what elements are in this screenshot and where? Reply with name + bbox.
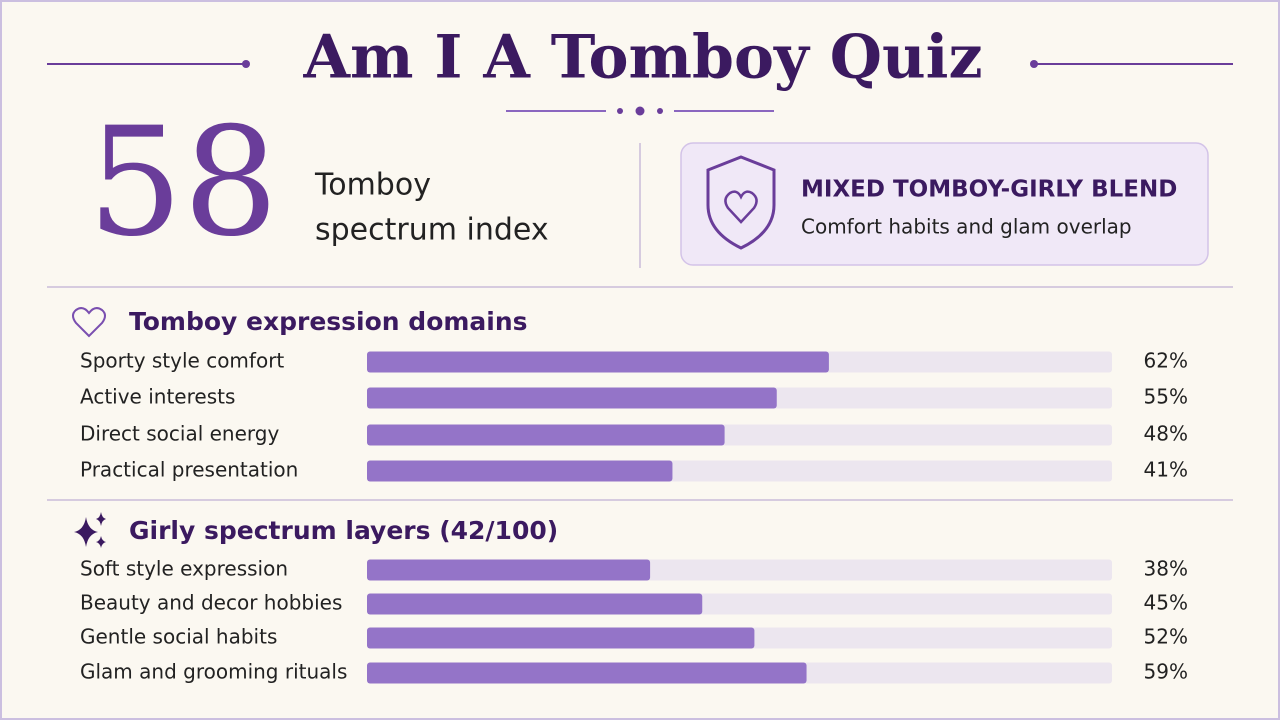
title: Am I A Tomboy Quiz <box>302 23 982 93</box>
score-caption: Tomboy <box>314 168 431 203</box>
bar <box>367 559 651 581</box>
badge-title: MIXED TOMBOY-GIRLY BLEND <box>801 177 1177 203</box>
sparkle-icon <box>74 512 106 548</box>
badge <box>680 142 1209 266</box>
row-label: Direct social energy <box>80 422 279 446</box>
value-label: 55% <box>1144 385 1188 409</box>
badge-subtitle: Comfort habits and glam overlap <box>801 215 1132 239</box>
row-label: Beauty and decor hobbies <box>80 591 342 615</box>
value-label: 59% <box>1144 660 1188 684</box>
value-label: 41% <box>1144 458 1188 482</box>
decor-dot <box>657 108 663 114</box>
section-heading: Girly spectrum layers (42/100) <box>129 516 558 545</box>
bar <box>367 424 725 446</box>
value-label: 38% <box>1144 557 1188 581</box>
decor-dot <box>635 106 645 116</box>
bar <box>367 387 777 409</box>
shield-icon <box>706 155 776 250</box>
value-label: 48% <box>1144 422 1188 446</box>
value-label: 45% <box>1144 591 1188 615</box>
bar <box>367 662 807 684</box>
score-caption: spectrum index <box>315 213 549 248</box>
row-label: Gentle social habits <box>80 625 277 649</box>
row-label: Practical presentation <box>80 458 298 482</box>
bar <box>367 351 829 373</box>
decor-dot <box>617 108 623 114</box>
decor-dot <box>1030 60 1038 68</box>
section-heading: Tomboy expression domains <box>129 307 528 336</box>
bar <box>367 627 755 649</box>
bar <box>367 460 673 482</box>
sections: Tomboy expression domains Sporty style co… <box>80 307 1188 684</box>
row-label: Glam and grooming rituals <box>80 660 347 684</box>
heart-icon <box>724 190 758 224</box>
decor-dot <box>242 60 250 68</box>
value-label: 62% <box>1144 349 1188 373</box>
row-label: Soft style expression <box>80 557 288 581</box>
score: 58 <box>88 96 279 270</box>
heart-icon <box>72 307 106 338</box>
row-label: Active interests <box>80 385 235 409</box>
row-label: Sporty style comfort <box>80 349 284 373</box>
bar <box>367 593 703 615</box>
value-label: 52% <box>1144 625 1188 649</box>
